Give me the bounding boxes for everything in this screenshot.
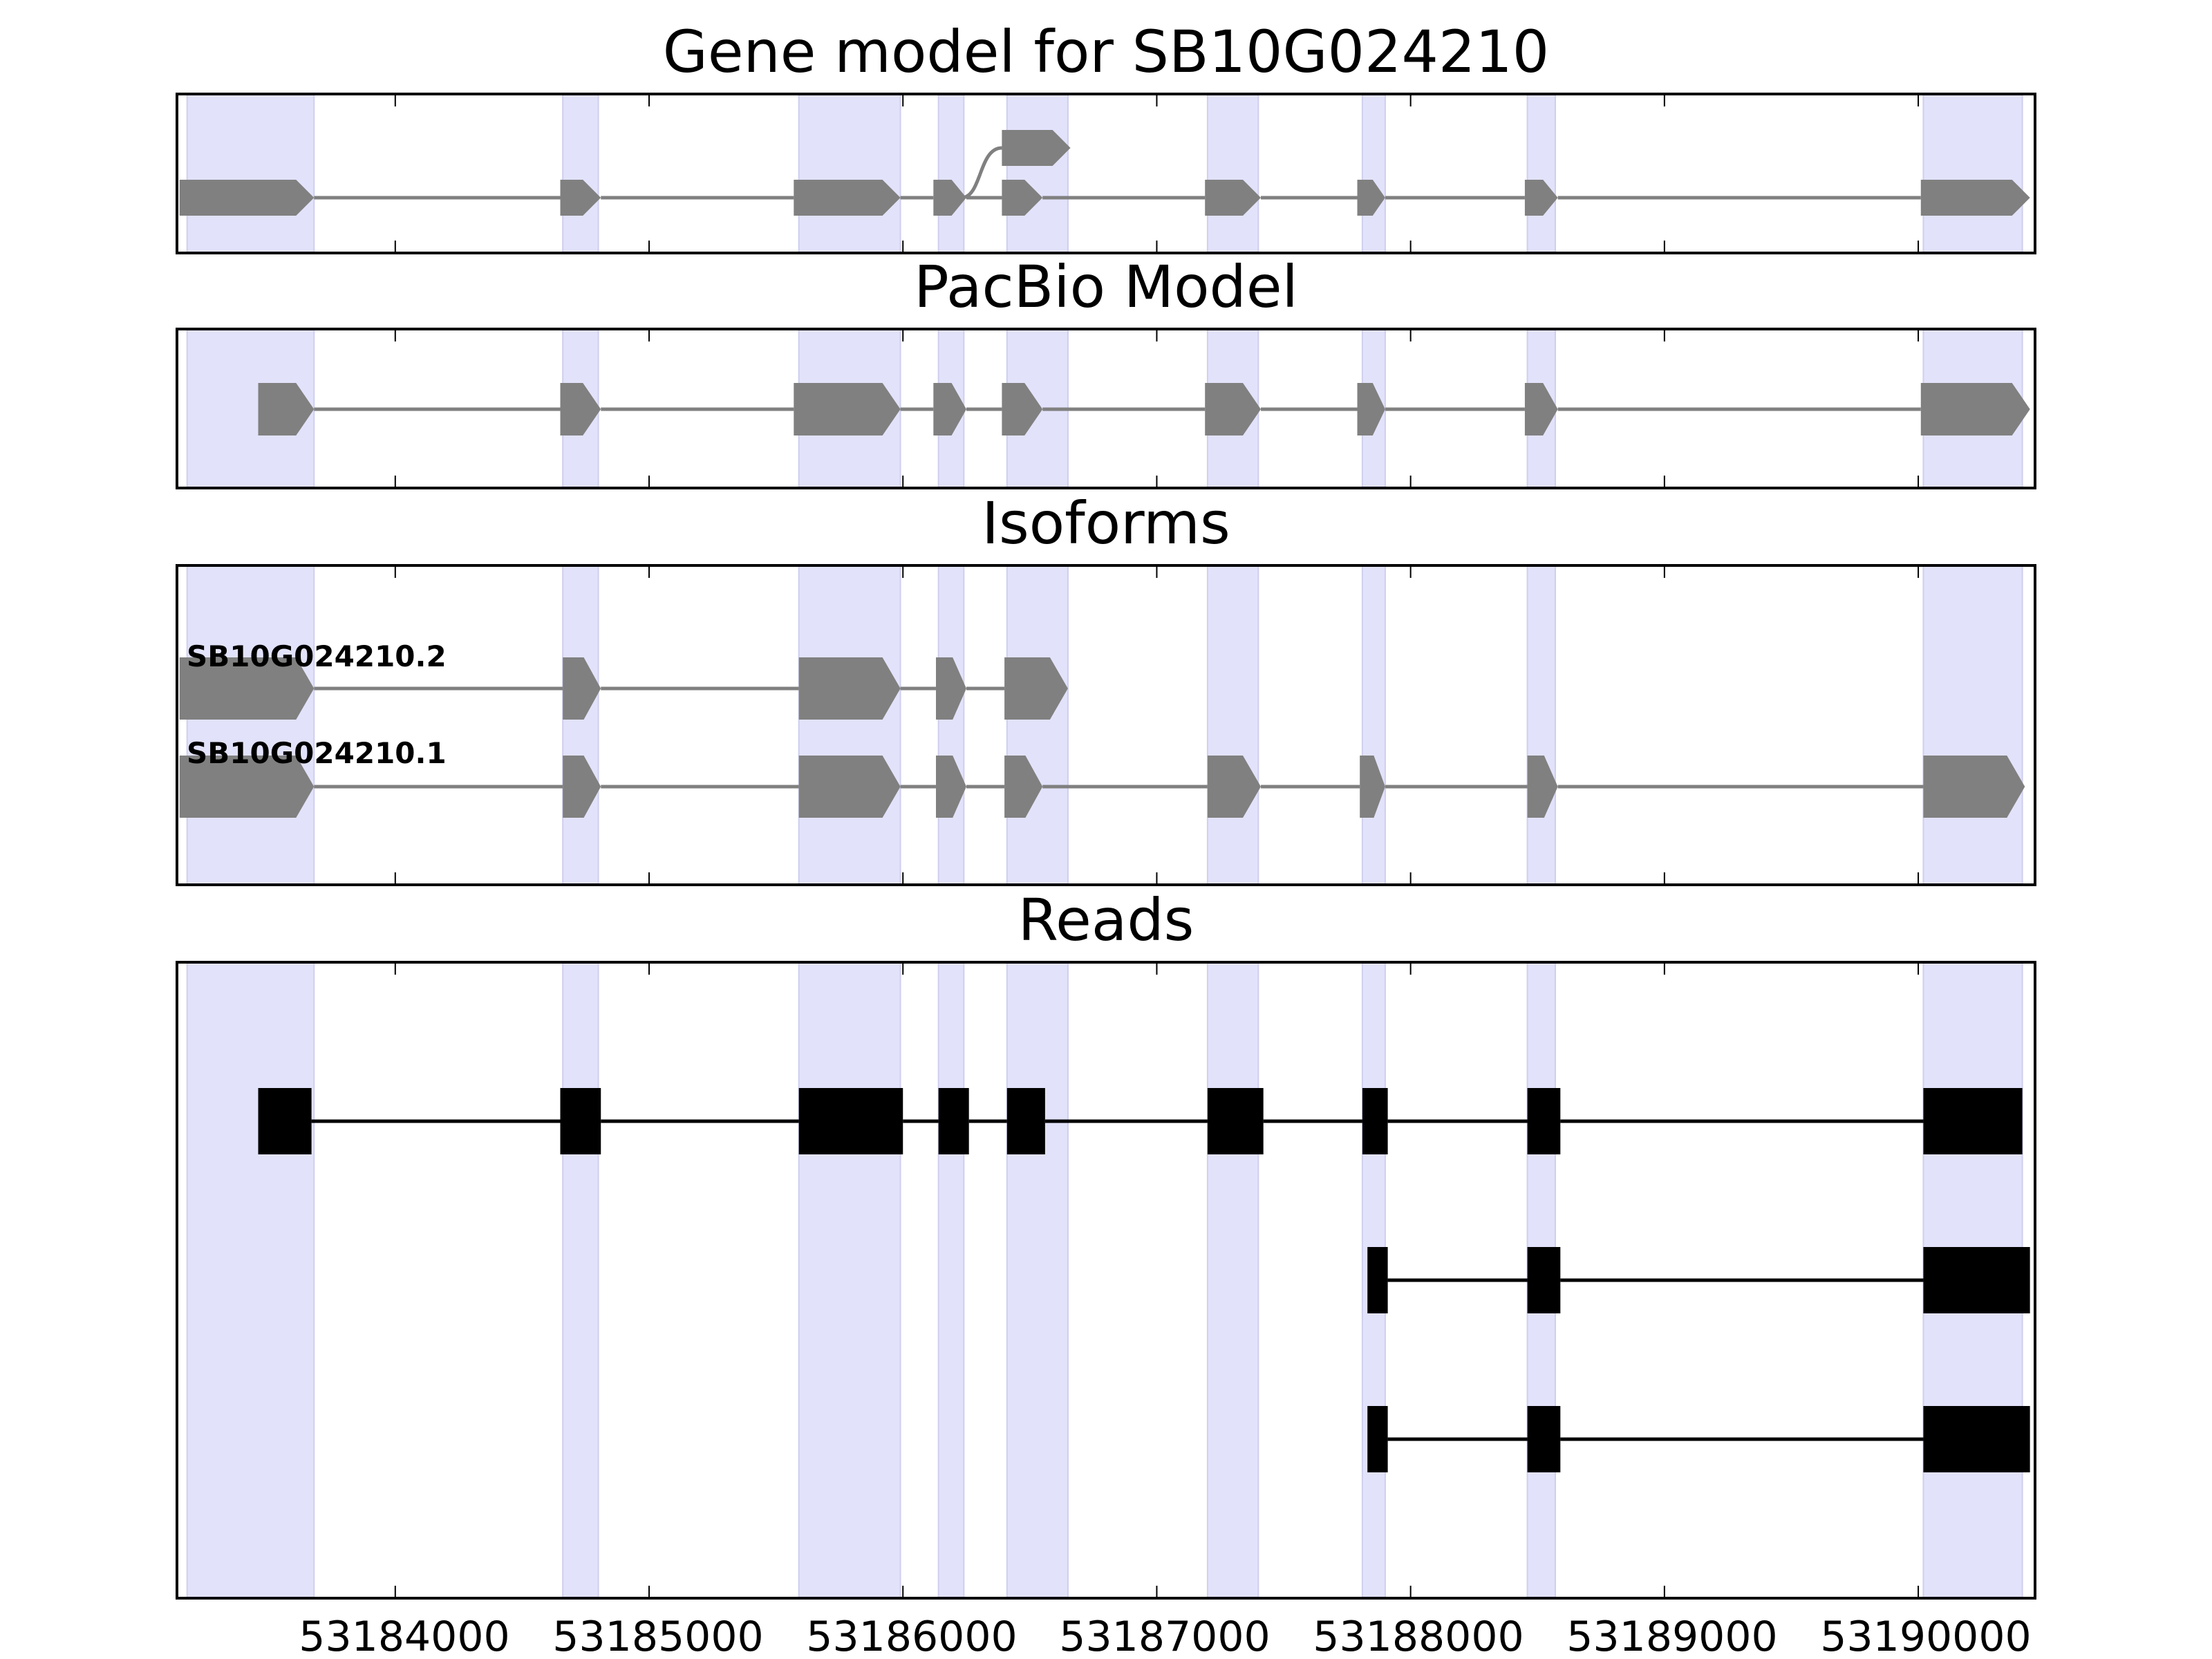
exon-arrow (1357, 383, 1385, 435)
exon-arrow (936, 657, 966, 720)
pacbio-model-panel: PacBio Model (176, 253, 2036, 489)
highlight-band (1361, 565, 1386, 885)
exon-arrow (1923, 756, 2025, 818)
highlight-band (186, 565, 315, 885)
read-block (1923, 1406, 2030, 1472)
panel-frame (176, 961, 2036, 1600)
exon-arrow (1524, 180, 1558, 216)
read-block (1527, 1247, 1561, 1313)
gene-model-panel: Gene model for SB10G024210 (176, 18, 2036, 254)
read-block (258, 1088, 312, 1154)
read-block (1527, 1088, 1561, 1154)
read-block (560, 1088, 601, 1154)
exon-arrow (1524, 383, 1558, 435)
highlight-band (562, 93, 599, 254)
exon-arrow (1205, 180, 1261, 216)
highlight-band (562, 962, 599, 1599)
pacbio-model-title: PacBio Model (914, 253, 1298, 321)
exon-arrow (563, 657, 601, 720)
x-tick-label: 53188000 (1313, 1613, 1524, 1659)
exon-arrow (1004, 657, 1068, 720)
exon-arrow (1205, 383, 1261, 435)
read-block (798, 1088, 903, 1154)
exon-arrow (560, 383, 601, 435)
exon-arrow (936, 756, 966, 818)
highlight-band (798, 565, 901, 885)
highlight-band (798, 962, 901, 1599)
exon-arrow (1002, 383, 1043, 435)
isoforms-panel: Isoforms SB10G024210.2 SB10G024210.1 (176, 489, 2036, 886)
highlight-band (937, 962, 965, 1599)
panel-background (186, 93, 2023, 254)
exon-arrow (798, 756, 901, 818)
highlight-band (186, 962, 315, 1599)
alt-exon-arrow (1002, 130, 1071, 166)
exon-arrow (1527, 756, 1558, 818)
read-block (1367, 1406, 1388, 1472)
exon-arrow (179, 180, 315, 216)
read-block (1367, 1247, 1388, 1313)
highlight-band (1526, 93, 1556, 254)
reads-panel: Reads (176, 886, 2036, 1600)
x-tick-label: 53184000 (299, 1613, 509, 1659)
reads-title: Reads (1018, 886, 1194, 954)
x-tick-label: 53186000 (806, 1613, 1017, 1659)
exon-arrow (179, 657, 315, 720)
isoform-label-1: SB10G024210.1 (187, 736, 447, 770)
read-block (1362, 1088, 1388, 1154)
highlight-band (1206, 962, 1259, 1599)
isoform-label-2: SB10G024210.2 (187, 639, 447, 673)
read-block (1923, 1088, 2023, 1154)
exon-arrow (258, 383, 315, 435)
panel-frame (176, 328, 2036, 489)
read-block (938, 1088, 969, 1154)
read-block (1006, 1088, 1045, 1154)
read-block (1207, 1088, 1264, 1154)
read-block (1527, 1406, 1561, 1472)
highlight-band (1922, 93, 2023, 254)
exon-arrow (1002, 180, 1043, 216)
highlight-band (1526, 565, 1556, 885)
x-tick-label: 53185000 (552, 1613, 763, 1659)
highlight-band (1006, 962, 1069, 1599)
highlight-band (1206, 565, 1259, 885)
exon-arrow (1920, 383, 2030, 435)
highlight-band (1206, 93, 1259, 254)
exon-arrow (933, 383, 966, 435)
x-axis: 53184000 53185000 53186000 53187000 5318… (299, 1613, 2031, 1659)
highlight-band (1006, 93, 1069, 254)
exon-arrow (563, 756, 601, 818)
exon-arrow (1357, 180, 1385, 216)
highlight-band (1006, 565, 1069, 885)
panel-frame (176, 93, 2036, 254)
exon-arrow (1207, 756, 1261, 818)
exon-arrow (798, 657, 901, 720)
exon-arrow (794, 180, 901, 216)
highlight-band (562, 565, 599, 885)
exon-arrow (179, 756, 315, 818)
highlight-band (1922, 565, 2023, 885)
panel-background (186, 565, 2023, 885)
exon-arrow (1004, 756, 1043, 818)
highlight-band (186, 93, 315, 254)
x-tick-label: 53187000 (1059, 1613, 1270, 1659)
isoforms-title: Isoforms (982, 489, 1230, 557)
exon-arrow (1920, 180, 2030, 216)
gene-model-title: Gene model for SB10G024210 (663, 18, 1549, 86)
highlight-band (937, 93, 965, 254)
read-block (1923, 1247, 2030, 1313)
x-tick-label: 53190000 (1820, 1613, 2031, 1659)
x-tick-label: 53189000 (1566, 1613, 1777, 1659)
alt-splice-connector (961, 146, 1002, 200)
highlight-band (1361, 93, 1386, 254)
panel-frame (176, 564, 2036, 886)
highlight-band (798, 93, 901, 254)
highlight-band (937, 565, 965, 885)
exon-arrow (933, 180, 966, 216)
exon-arrow (794, 383, 901, 435)
exon-arrow (560, 180, 601, 216)
exon-arrow (1360, 756, 1385, 818)
